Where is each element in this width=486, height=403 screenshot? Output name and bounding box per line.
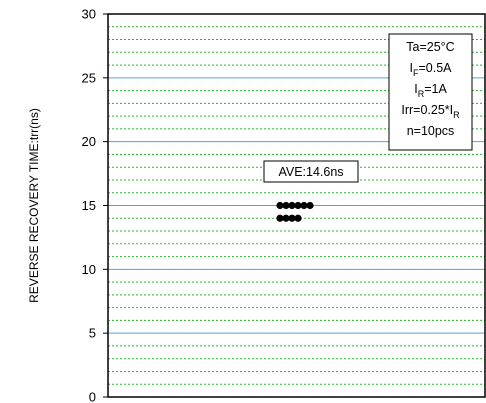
conditions-legend-box: [388, 33, 473, 151]
data-point: [294, 201, 302, 210]
data-point: [306, 201, 314, 210]
condition-line: IF=0.5A: [410, 61, 453, 78]
y-tick-label: 10: [82, 262, 96, 277]
average-annotation-box: [263, 160, 359, 183]
y-tick-label: 30: [82, 7, 96, 22]
average-annotation-text: AVE:14.6ns: [278, 165, 343, 179]
grid-lines: [108, 26, 485, 385]
y-tick-label: 25: [82, 70, 96, 85]
condition-line: IR=1A: [414, 82, 447, 99]
data-point: [300, 201, 308, 210]
conditions-legend: Ta=25°C IF=0.5A IR=1A Irr=0.25*IR n=10pcs: [388, 33, 473, 151]
data-point: [282, 214, 290, 222]
data-point: [294, 214, 302, 222]
y-axis-label: REVERSE RECOVERY TIME:trr(ns): [27, 108, 41, 303]
y-tick-label: 0: [89, 390, 96, 403]
condition-line: Irr=0.25*IR: [401, 103, 460, 120]
average-annotation: AVE:14.6ns: [263, 160, 359, 183]
data-point: [276, 214, 284, 222]
data-point: [282, 201, 290, 210]
y-tick-label: 15: [82, 198, 96, 213]
condition-line: Ta=25°C: [406, 40, 454, 54]
y-tick-label: 5: [89, 326, 96, 341]
data-points: [276, 201, 314, 222]
data-point: [276, 201, 284, 210]
data-point: [288, 214, 296, 222]
condition-line: n=10pcs: [407, 124, 455, 138]
y-axis: 0 5 10 15 20 25 30: [82, 7, 108, 403]
data-point: [288, 201, 296, 210]
y-tick-label: 20: [82, 134, 96, 149]
